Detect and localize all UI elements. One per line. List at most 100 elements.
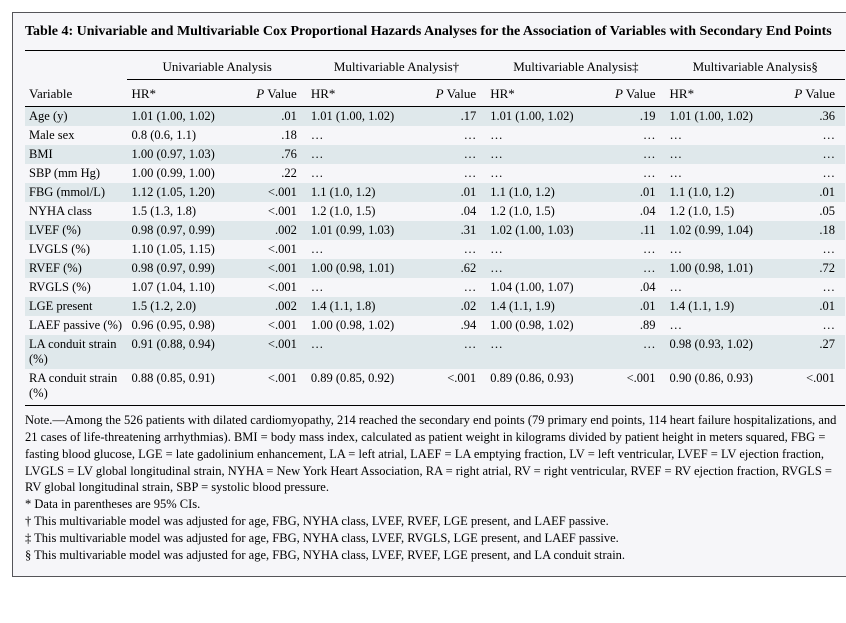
p-cell: … <box>609 145 665 164</box>
variable-cell: LVEF (%) <box>25 221 127 240</box>
hr-cell: … <box>307 240 430 259</box>
p-cell: .01 <box>789 297 845 316</box>
hr-cell: 1.00 (0.98, 1.02) <box>486 316 609 335</box>
p-cell: <.001 <box>250 202 306 221</box>
hr-cell: 0.90 (0.86, 0.93) <box>666 369 789 406</box>
p-cell: .22 <box>250 164 306 183</box>
hr-cell: 1.1 (1.0, 1.2) <box>486 183 609 202</box>
p-cell: .94 <box>430 316 486 335</box>
hr-cell: 1.00 (0.98, 1.01) <box>307 259 430 278</box>
note-main: Note.—Among the 526 patients with dilate… <box>25 412 845 496</box>
p-cell: .05 <box>789 202 845 221</box>
col-header-p: P Value <box>609 79 665 106</box>
hr-cell: … <box>486 164 609 183</box>
table-row: RA conduit strain (%)0.88 (0.85, 0.91)<.… <box>25 369 845 406</box>
table-notes: Note.—Among the 526 patients with dilate… <box>25 406 845 564</box>
p-cell: .002 <box>250 297 306 316</box>
p-cell: … <box>430 278 486 297</box>
p-cell: .17 <box>430 106 486 126</box>
p-cell: .01 <box>609 297 665 316</box>
p-cell: <.001 <box>250 278 306 297</box>
p-cell: <.001 <box>609 369 665 406</box>
table-body: Age (y)1.01 (1.00, 1.02).011.01 (1.00, 1… <box>25 106 845 405</box>
hr-cell: 1.4 (1.1, 1.8) <box>307 297 430 316</box>
variable-cell: Male sex <box>25 126 127 145</box>
p-cell: … <box>609 164 665 183</box>
hr-cell: 1.10 (1.05, 1.15) <box>127 240 250 259</box>
col-header-hr: HR* <box>666 79 789 106</box>
note-ddagger: ‡ This multivariable model was adjusted … <box>25 530 845 547</box>
p-cell: … <box>609 126 665 145</box>
variable-cell: FBG (mmol/L) <box>25 183 127 202</box>
table-row: LVEF (%)0.98 (0.97, 0.99).0021.01 (0.99,… <box>25 221 845 240</box>
variable-cell: SBP (mm Hg) <box>25 164 127 183</box>
hr-cell: 0.98 (0.97, 0.99) <box>127 221 250 240</box>
p-cell: … <box>789 278 845 297</box>
group-header: Multivariable Analysis§ <box>666 53 845 80</box>
p-cell: <.001 <box>250 369 306 406</box>
hr-cell: 0.89 (0.86, 0.93) <box>486 369 609 406</box>
p-cell: .19 <box>609 106 665 126</box>
variable-cell: LAEF passive (%) <box>25 316 127 335</box>
hr-cell: … <box>666 164 789 183</box>
hr-cell: 1.02 (0.99, 1.04) <box>666 221 789 240</box>
p-cell: .62 <box>430 259 486 278</box>
hr-cell: 1.4 (1.1, 1.9) <box>486 297 609 316</box>
hr-cell: 1.01 (1.00, 1.02) <box>127 106 250 126</box>
p-cell: <.001 <box>250 316 306 335</box>
hr-cell: 1.2 (1.0, 1.5) <box>486 202 609 221</box>
p-cell: .01 <box>609 183 665 202</box>
table-row: LVGLS (%)1.10 (1.05, 1.15)<.001……………… <box>25 240 845 259</box>
col-header-variable: Variable <box>25 79 127 106</box>
hr-cell: … <box>486 259 609 278</box>
hr-cell: 0.98 (0.93, 1.02) <box>666 335 789 369</box>
hr-cell: … <box>666 126 789 145</box>
hr-cell: 1.01 (1.00, 1.02) <box>666 106 789 126</box>
hr-cell: … <box>307 164 430 183</box>
variable-cell: LVGLS (%) <box>25 240 127 259</box>
variable-cell: LGE present <box>25 297 127 316</box>
table-row: NYHA class1.5 (1.3, 1.8)<.0011.2 (1.0, 1… <box>25 202 845 221</box>
table-row: SBP (mm Hg)1.00 (0.99, 1.00).22……………… <box>25 164 845 183</box>
hr-cell: 1.00 (0.98, 1.01) <box>666 259 789 278</box>
variable-cell: LA conduit strain (%) <box>25 335 127 369</box>
table-row: LGE present1.5 (1.2, 2.0).0021.4 (1.1, 1… <box>25 297 845 316</box>
p-cell: <.001 <box>789 369 845 406</box>
hr-cell: … <box>307 126 430 145</box>
p-cell: .04 <box>430 202 486 221</box>
p-cell: .04 <box>609 202 665 221</box>
col-header-p: P Value <box>789 79 845 106</box>
p-cell: … <box>789 126 845 145</box>
table-row: LAEF passive (%)0.96 (0.95, 0.98)<.0011.… <box>25 316 845 335</box>
table-panel: Table 4: Univariable and Multivariable C… <box>12 12 846 577</box>
hr-cell: … <box>307 145 430 164</box>
p-cell: … <box>789 164 845 183</box>
p-cell: … <box>430 240 486 259</box>
p-cell: .18 <box>789 221 845 240</box>
p-cell: … <box>609 240 665 259</box>
p-cell: … <box>430 145 486 164</box>
p-cell: … <box>789 145 845 164</box>
table-row: RVGLS (%)1.07 (1.04, 1.10)<.001……1.04 (1… <box>25 278 845 297</box>
p-cell: … <box>789 240 845 259</box>
p-cell: … <box>430 164 486 183</box>
table-row: Male sex0.8 (0.6, 1.1).18……………… <box>25 126 845 145</box>
table-row: RVEF (%)0.98 (0.97, 0.99)<.0011.00 (0.98… <box>25 259 845 278</box>
hr-cell: 0.89 (0.85, 0.92) <box>307 369 430 406</box>
note-section: § This multivariable model was adjusted … <box>25 547 845 564</box>
hr-cell: 1.1 (1.0, 1.2) <box>307 183 430 202</box>
hr-cell: 1.5 (1.2, 2.0) <box>127 297 250 316</box>
hr-cell: 1.07 (1.04, 1.10) <box>127 278 250 297</box>
group-header: Multivariable Analysis† <box>307 53 486 80</box>
p-cell: <.001 <box>430 369 486 406</box>
hr-cell: … <box>486 145 609 164</box>
p-cell: <.001 <box>250 240 306 259</box>
table-row: BMI1.00 (0.97, 1.03).76……………… <box>25 145 845 164</box>
table-title: Table 4: Univariable and Multivariable C… <box>25 23 845 51</box>
variable-cell: RVEF (%) <box>25 259 127 278</box>
hr-cell: 1.4 (1.1, 1.9) <box>666 297 789 316</box>
hr-cell: 1.01 (1.00, 1.02) <box>486 106 609 126</box>
p-cell: … <box>430 335 486 369</box>
note-dagger: † This multivariable model was adjusted … <box>25 513 845 530</box>
hr-cell: … <box>666 316 789 335</box>
